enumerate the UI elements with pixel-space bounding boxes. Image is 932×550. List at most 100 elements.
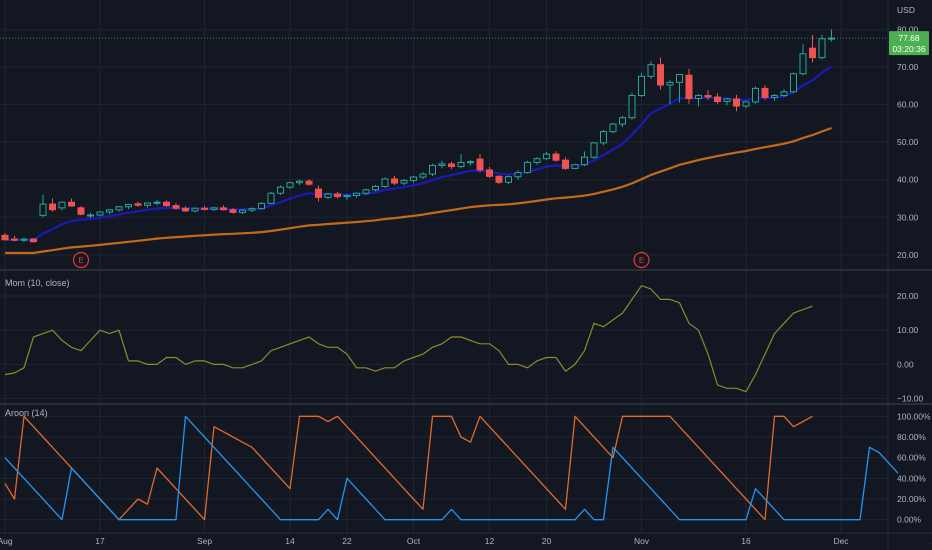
candle[interactable] [229,208,237,214]
candle[interactable] [77,206,85,216]
candle[interactable] [172,202,180,210]
aroon-pane[interactable] [4,415,899,521]
candle-body [153,201,161,204]
candle[interactable] [467,160,474,166]
earnings-marker[interactable]: E [633,251,650,269]
candle[interactable] [600,130,607,146]
candle[interactable] [163,200,170,207]
candle[interactable] [239,209,246,214]
candle[interactable] [742,100,750,109]
candle[interactable] [666,80,674,105]
candle[interactable] [210,206,218,212]
candle[interactable] [334,191,341,199]
candle[interactable] [704,90,712,101]
candle[interactable] [286,181,294,190]
candle[interactable] [676,73,683,103]
candle[interactable] [362,188,370,196]
candle[interactable] [343,193,351,200]
candle[interactable] [495,175,503,185]
candle[interactable] [752,86,759,104]
candle[interactable] [258,202,265,210]
candle[interactable] [11,236,18,242]
candle[interactable] [533,157,541,165]
candle[interactable] [818,34,826,60]
candle[interactable] [590,142,598,159]
candle-body [628,95,636,119]
candle[interactable] [505,175,512,184]
candle[interactable] [68,198,75,207]
momentum-pane[interactable] [4,285,813,393]
candle[interactable] [733,94,740,112]
candle[interactable] [391,175,398,185]
candle[interactable] [324,192,332,200]
candle-body [144,202,151,206]
candle[interactable] [619,115,626,128]
candle[interactable] [448,161,455,170]
candle[interactable] [457,154,465,169]
candle[interactable] [799,44,807,76]
candle[interactable] [695,94,702,107]
candle[interactable] [49,198,56,212]
candle[interactable] [714,93,721,104]
candle-body [714,96,721,103]
earnings-marker[interactable]: E [72,251,90,269]
candle[interactable] [191,207,199,213]
candle[interactable] [790,72,797,94]
candle-body [134,203,142,206]
candle[interactable] [58,201,66,211]
candle[interactable] [524,160,531,174]
candle[interactable] [277,185,284,195]
candle[interactable] [581,151,588,167]
candle[interactable] [305,178,313,186]
candle[interactable] [514,170,522,180]
candle[interactable] [438,160,446,169]
candle[interactable] [1,233,9,241]
candle[interactable] [372,184,379,192]
candle[interactable] [39,194,47,218]
candle[interactable] [628,92,636,120]
candle[interactable] [571,163,579,170]
candle[interactable] [115,206,123,212]
candle[interactable] [96,211,104,217]
candle[interactable] [267,191,275,205]
candle[interactable] [30,237,37,243]
candle[interactable] [125,203,132,210]
candle[interactable] [761,85,769,101]
candle[interactable] [87,212,94,219]
candle[interactable] [543,151,550,161]
candle[interactable] [248,207,256,213]
candle[interactable] [134,201,142,207]
candle[interactable] [410,175,417,183]
candle[interactable] [353,192,360,198]
candle[interactable] [809,35,816,63]
candle[interactable] [20,237,28,243]
candle[interactable] [220,205,227,211]
candle[interactable] [723,97,731,106]
candle[interactable] [552,151,560,162]
candle[interactable] [144,202,151,208]
candle[interactable] [400,178,408,186]
momentum-y-tick-label: 20.00 [897,291,919,301]
candle[interactable] [296,179,303,185]
candle[interactable] [106,209,113,215]
candle[interactable] [381,177,389,188]
candle[interactable] [476,154,484,173]
candle[interactable] [562,157,569,170]
candle[interactable] [201,206,208,211]
candle[interactable] [182,206,189,213]
candle[interactable] [315,185,322,202]
candle[interactable] [486,166,493,178]
candle[interactable] [685,68,693,104]
candle[interactable] [647,61,655,79]
candle[interactable] [419,172,427,179]
candle[interactable] [153,199,161,206]
candle[interactable] [609,122,617,134]
candle-body [115,206,123,211]
candle[interactable] [771,94,778,101]
candle[interactable] [429,163,436,176]
candle[interactable] [638,72,645,98]
candle[interactable] [657,57,664,90]
candle[interactable] [780,89,788,98]
